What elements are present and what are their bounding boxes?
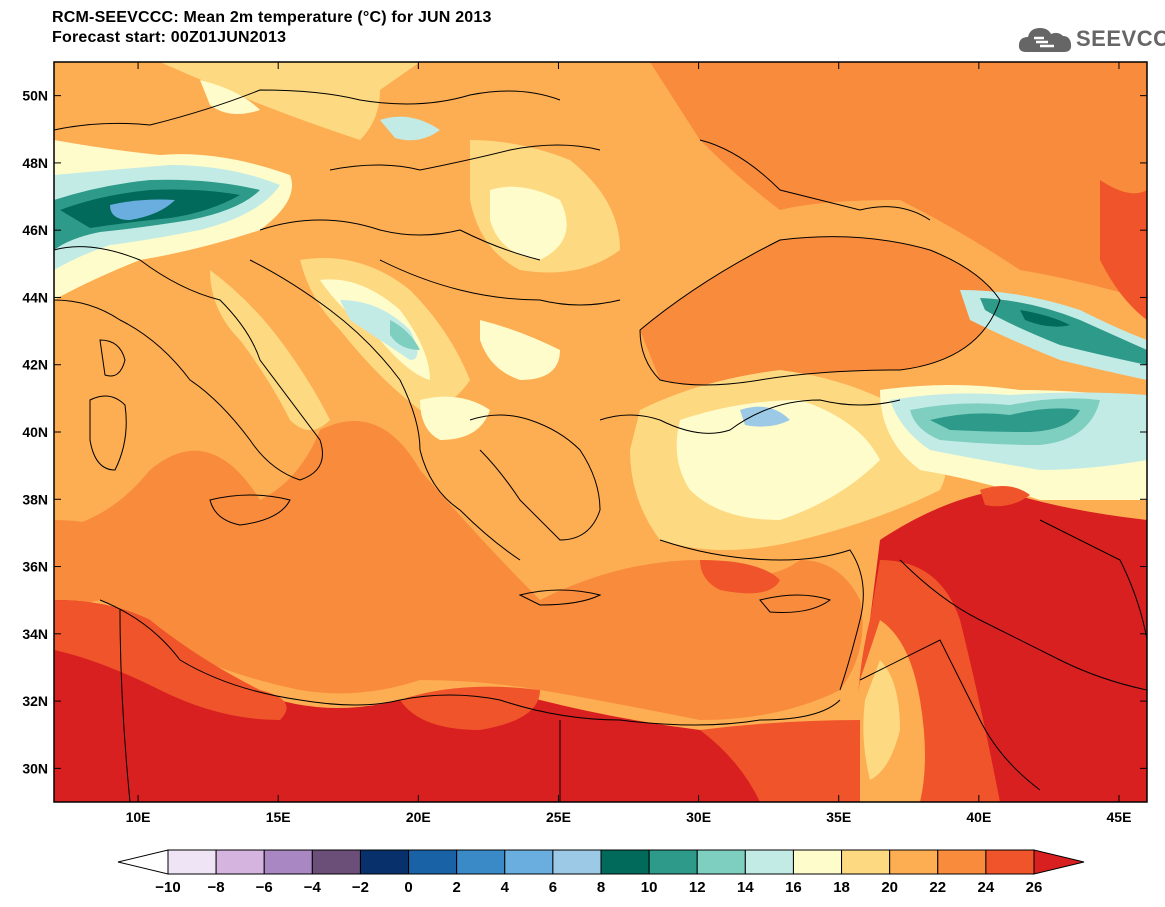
- colorbar-label: 16: [785, 879, 802, 896]
- colorbar-swatch: [359, 849, 410, 875]
- lat-tick-label: 48N: [22, 155, 48, 171]
- colorbar-swatch: [985, 849, 1035, 875]
- lat-tick-label: 32N: [22, 693, 48, 709]
- lon-tick-label: 15E: [266, 809, 291, 825]
- colorbar-low-extend: [117, 849, 169, 875]
- colorbar-swatch: [889, 849, 939, 875]
- colorbar-swatch: [167, 849, 217, 875]
- coastlines: [54, 89, 1147, 802]
- colorbar-swatch: [696, 849, 746, 875]
- map-title: RCM-SEEVCCC: Mean 2m temperature (°C) fo…: [52, 8, 492, 48]
- cloud-logo-icon: [1018, 28, 1072, 52]
- lon-tick-label: 10E: [126, 809, 151, 825]
- colorbar-label: 26: [1026, 879, 1043, 896]
- colorbar-swatch: [408, 849, 458, 875]
- colorbar-swatch: [263, 849, 313, 875]
- lat-tick-label: 50N: [22, 88, 48, 104]
- colorbar-swatch: [552, 849, 602, 875]
- colorbar-swatch: [215, 849, 265, 875]
- colorbar-label: 14: [737, 879, 754, 896]
- title-line-2: Forecast start: 00Z01JUN2013: [52, 29, 287, 46]
- colorbar-label: 22: [929, 879, 946, 896]
- colorbar-label: −4: [304, 879, 322, 896]
- lon-tick-label: 30E: [686, 809, 711, 825]
- seevccc-logo: SEEVCCC: [1018, 20, 1165, 56]
- colorbar-swatch: [600, 849, 650, 875]
- colorbar-swatch: [456, 849, 506, 875]
- lat-tick-label: 38N: [22, 491, 48, 507]
- colorbar-label: 4: [501, 879, 510, 896]
- temperature-field: [54, 62, 1147, 802]
- lat-tick-label: 34N: [22, 626, 48, 642]
- lat-tick-label: 30N: [22, 760, 48, 776]
- colorbar-swatch: [504, 849, 554, 875]
- latitude-axis: 50N 48N 46N 44N 42N 40N 38N 36N 34N 32N 30N: [22, 88, 1147, 776]
- lon-tick-label: 20E: [406, 809, 431, 825]
- colorbar-label: 0: [404, 879, 412, 896]
- longitude-axis: 10E 15E 20E 25E 30E 35E 40E 45E: [126, 62, 1132, 825]
- lat-tick-label: 36N: [22, 559, 48, 575]
- colorbar-swatch: [648, 849, 698, 875]
- colorbar-label: 18: [833, 879, 850, 896]
- colorbar-label: −2: [352, 879, 369, 896]
- colorbar-label: 24: [978, 879, 995, 896]
- colorbar-label: 12: [689, 879, 706, 896]
- colorbar-swatch: [937, 849, 987, 875]
- lon-tick-label: 35E: [826, 809, 851, 825]
- colorbar-label: 20: [881, 879, 898, 896]
- colorbar-swatch: [792, 849, 843, 875]
- colorbar-high-extend: [1033, 849, 1085, 875]
- colorbar-label: 8: [597, 879, 605, 896]
- colorbar-label: 2: [452, 879, 460, 896]
- colorbar-swatch: [744, 849, 794, 875]
- lat-tick-label: 40N: [22, 424, 48, 440]
- lon-tick-label: 45E: [1107, 809, 1132, 825]
- colorbar-label: −8: [208, 879, 225, 896]
- colorbar-label: 6: [549, 879, 557, 896]
- colorbar-label: −6: [256, 879, 273, 896]
- colorbar-swatch: [311, 849, 361, 875]
- lon-tick-label: 40E: [966, 809, 991, 825]
- logo-text: SEEVCCC: [1076, 26, 1165, 51]
- colorbar-label: 10: [641, 879, 658, 896]
- lon-tick-label: 25E: [546, 809, 571, 825]
- lat-tick-label: 44N: [22, 289, 48, 305]
- lat-tick-label: 42N: [22, 357, 48, 373]
- lat-tick-label: 46N: [22, 222, 48, 238]
- colorbar-label: −10: [155, 879, 180, 896]
- colorbar: −10 −8 −6 −4 −2 0 2 4 6 8 10 12 14 16 18 20 22 24 26: [117, 849, 1085, 896]
- colorbar-swatch: [841, 849, 891, 875]
- title-line-1: RCM-SEEVCCC: Mean 2m temperature (°C) fo…: [52, 9, 492, 26]
